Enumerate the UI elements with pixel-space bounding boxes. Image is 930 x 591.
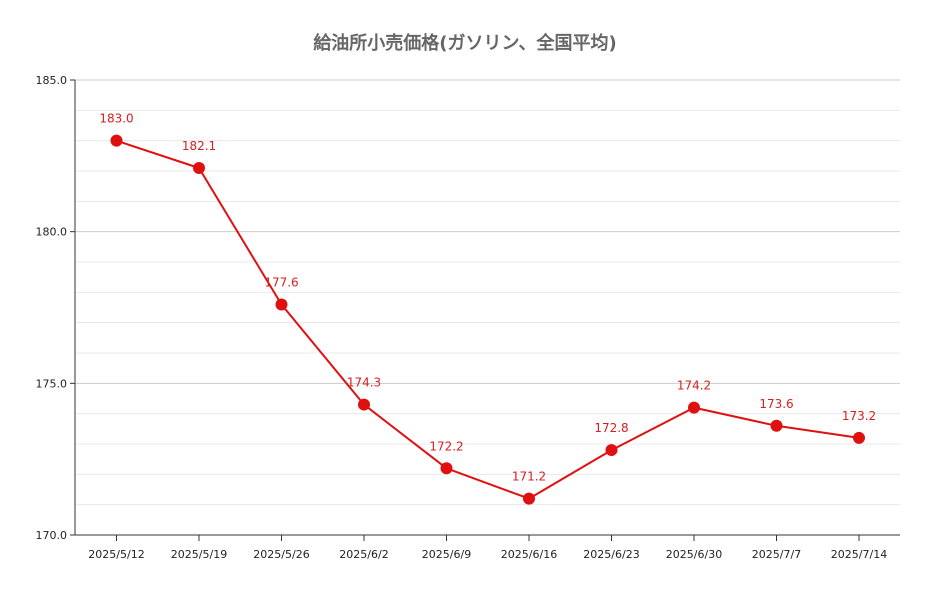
x-tick-label: 2025/6/9 — [422, 548, 471, 561]
data-label: 173.2 — [842, 409, 876, 423]
data-label: 172.8 — [594, 421, 628, 435]
data-label: 174.2 — [677, 379, 711, 393]
y-tick-label: 180.0 — [36, 226, 68, 239]
data-point — [275, 298, 288, 311]
x-tick-label: 2025/7/7 — [752, 548, 801, 561]
data-point — [853, 431, 865, 444]
data-point — [688, 401, 700, 414]
data-points — [110, 134, 865, 505]
data-point — [193, 161, 205, 174]
x-tick-label: 2025/5/12 — [88, 548, 144, 561]
chart-title: 給油所小売価格(ガソリン、全国平均) — [313, 32, 616, 54]
x-tick-label: 2025/6/30 — [666, 548, 722, 561]
x-tick-label: 2025/6/16 — [501, 548, 557, 561]
y-axis-ticks: 170.0 175.0 180.0 185.0 — [36, 74, 75, 542]
data-point — [770, 419, 783, 432]
data-point — [605, 444, 618, 457]
data-labels: 183.0 182.1 177.6 174.3 172.2 171.2 172.8 174.2… — [99, 112, 876, 484]
x-tick-label: 2025/5/26 — [253, 548, 309, 561]
series-line — [116, 139, 860, 500]
data-point — [440, 462, 453, 475]
x-tick-label: 2025/5/19 — [171, 548, 227, 561]
x-tick-label: 2025/7/14 — [831, 548, 887, 561]
x-axis-ticks: 2025/5/12 2025/5/19 2025/5/26 2025/6/2 2025/… — [88, 535, 887, 561]
grid-lines — [75, 79, 900, 506]
data-label: 171.2 — [512, 470, 546, 484]
data-label: 172.2 — [429, 439, 463, 453]
data-label: 182.1 — [182, 139, 216, 153]
data-label: 183.0 — [99, 112, 133, 126]
y-tick-label: 170.0 — [36, 529, 68, 542]
data-point — [110, 134, 123, 147]
data-point — [358, 398, 370, 411]
x-tick-label: 2025/6/2 — [339, 548, 388, 561]
data-label: 177.6 — [264, 275, 298, 289]
axes — [74, 80, 900, 536]
series-line-path — [116, 139, 860, 500]
data-label: 174.3 — [347, 376, 381, 390]
y-tick-label: 175.0 — [36, 377, 68, 390]
data-point — [523, 492, 535, 505]
data-label: 173.6 — [759, 397, 793, 411]
y-tick-label: 185.0 — [36, 74, 68, 87]
x-tick-label: 2025/6/23 — [583, 548, 639, 561]
